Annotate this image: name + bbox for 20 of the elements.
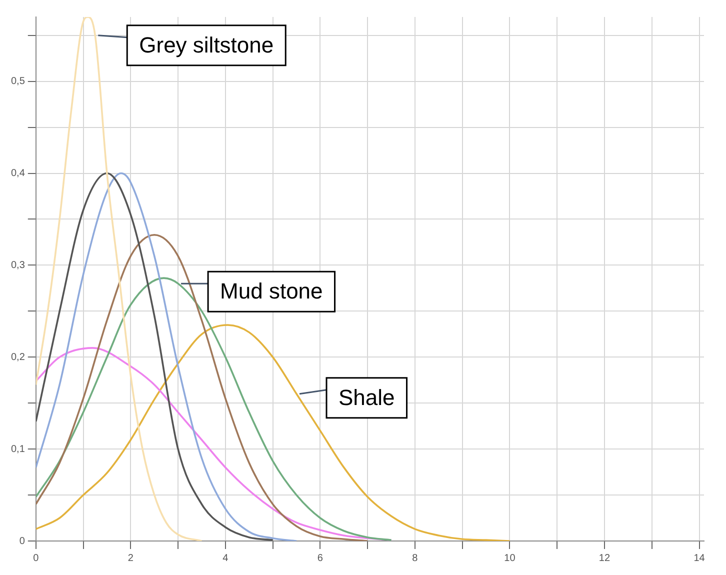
series-label: Shale <box>338 384 395 410</box>
y-tick-label: 0,5 <box>10 76 26 88</box>
x-tick-label: 8 <box>412 552 418 564</box>
x-tick-label: 0 <box>33 552 40 564</box>
y-tick-label: 0,3 <box>10 260 26 271</box>
y-tick-label: 0,1 <box>10 444 26 455</box>
y-tick-label: 0,4 <box>10 168 26 180</box>
x-tick-label: 4 <box>222 552 229 564</box>
series-label: Grey siltstone <box>139 32 274 58</box>
y-tick-label: 0,2 <box>10 352 26 363</box>
line-series <box>36 324 511 541</box>
x-tick-label: 2 <box>128 552 134 564</box>
line-series <box>36 347 392 541</box>
x-tick-label: 10 <box>504 552 516 564</box>
x-tick-label: 14 <box>694 552 706 564</box>
line-series <box>36 277 392 541</box>
series-label: Mud stone <box>220 278 323 304</box>
y-tick-label: 0 <box>19 536 26 547</box>
x-tick-label: 12 <box>598 552 610 564</box>
x-tick-label: 6 <box>317 552 324 564</box>
